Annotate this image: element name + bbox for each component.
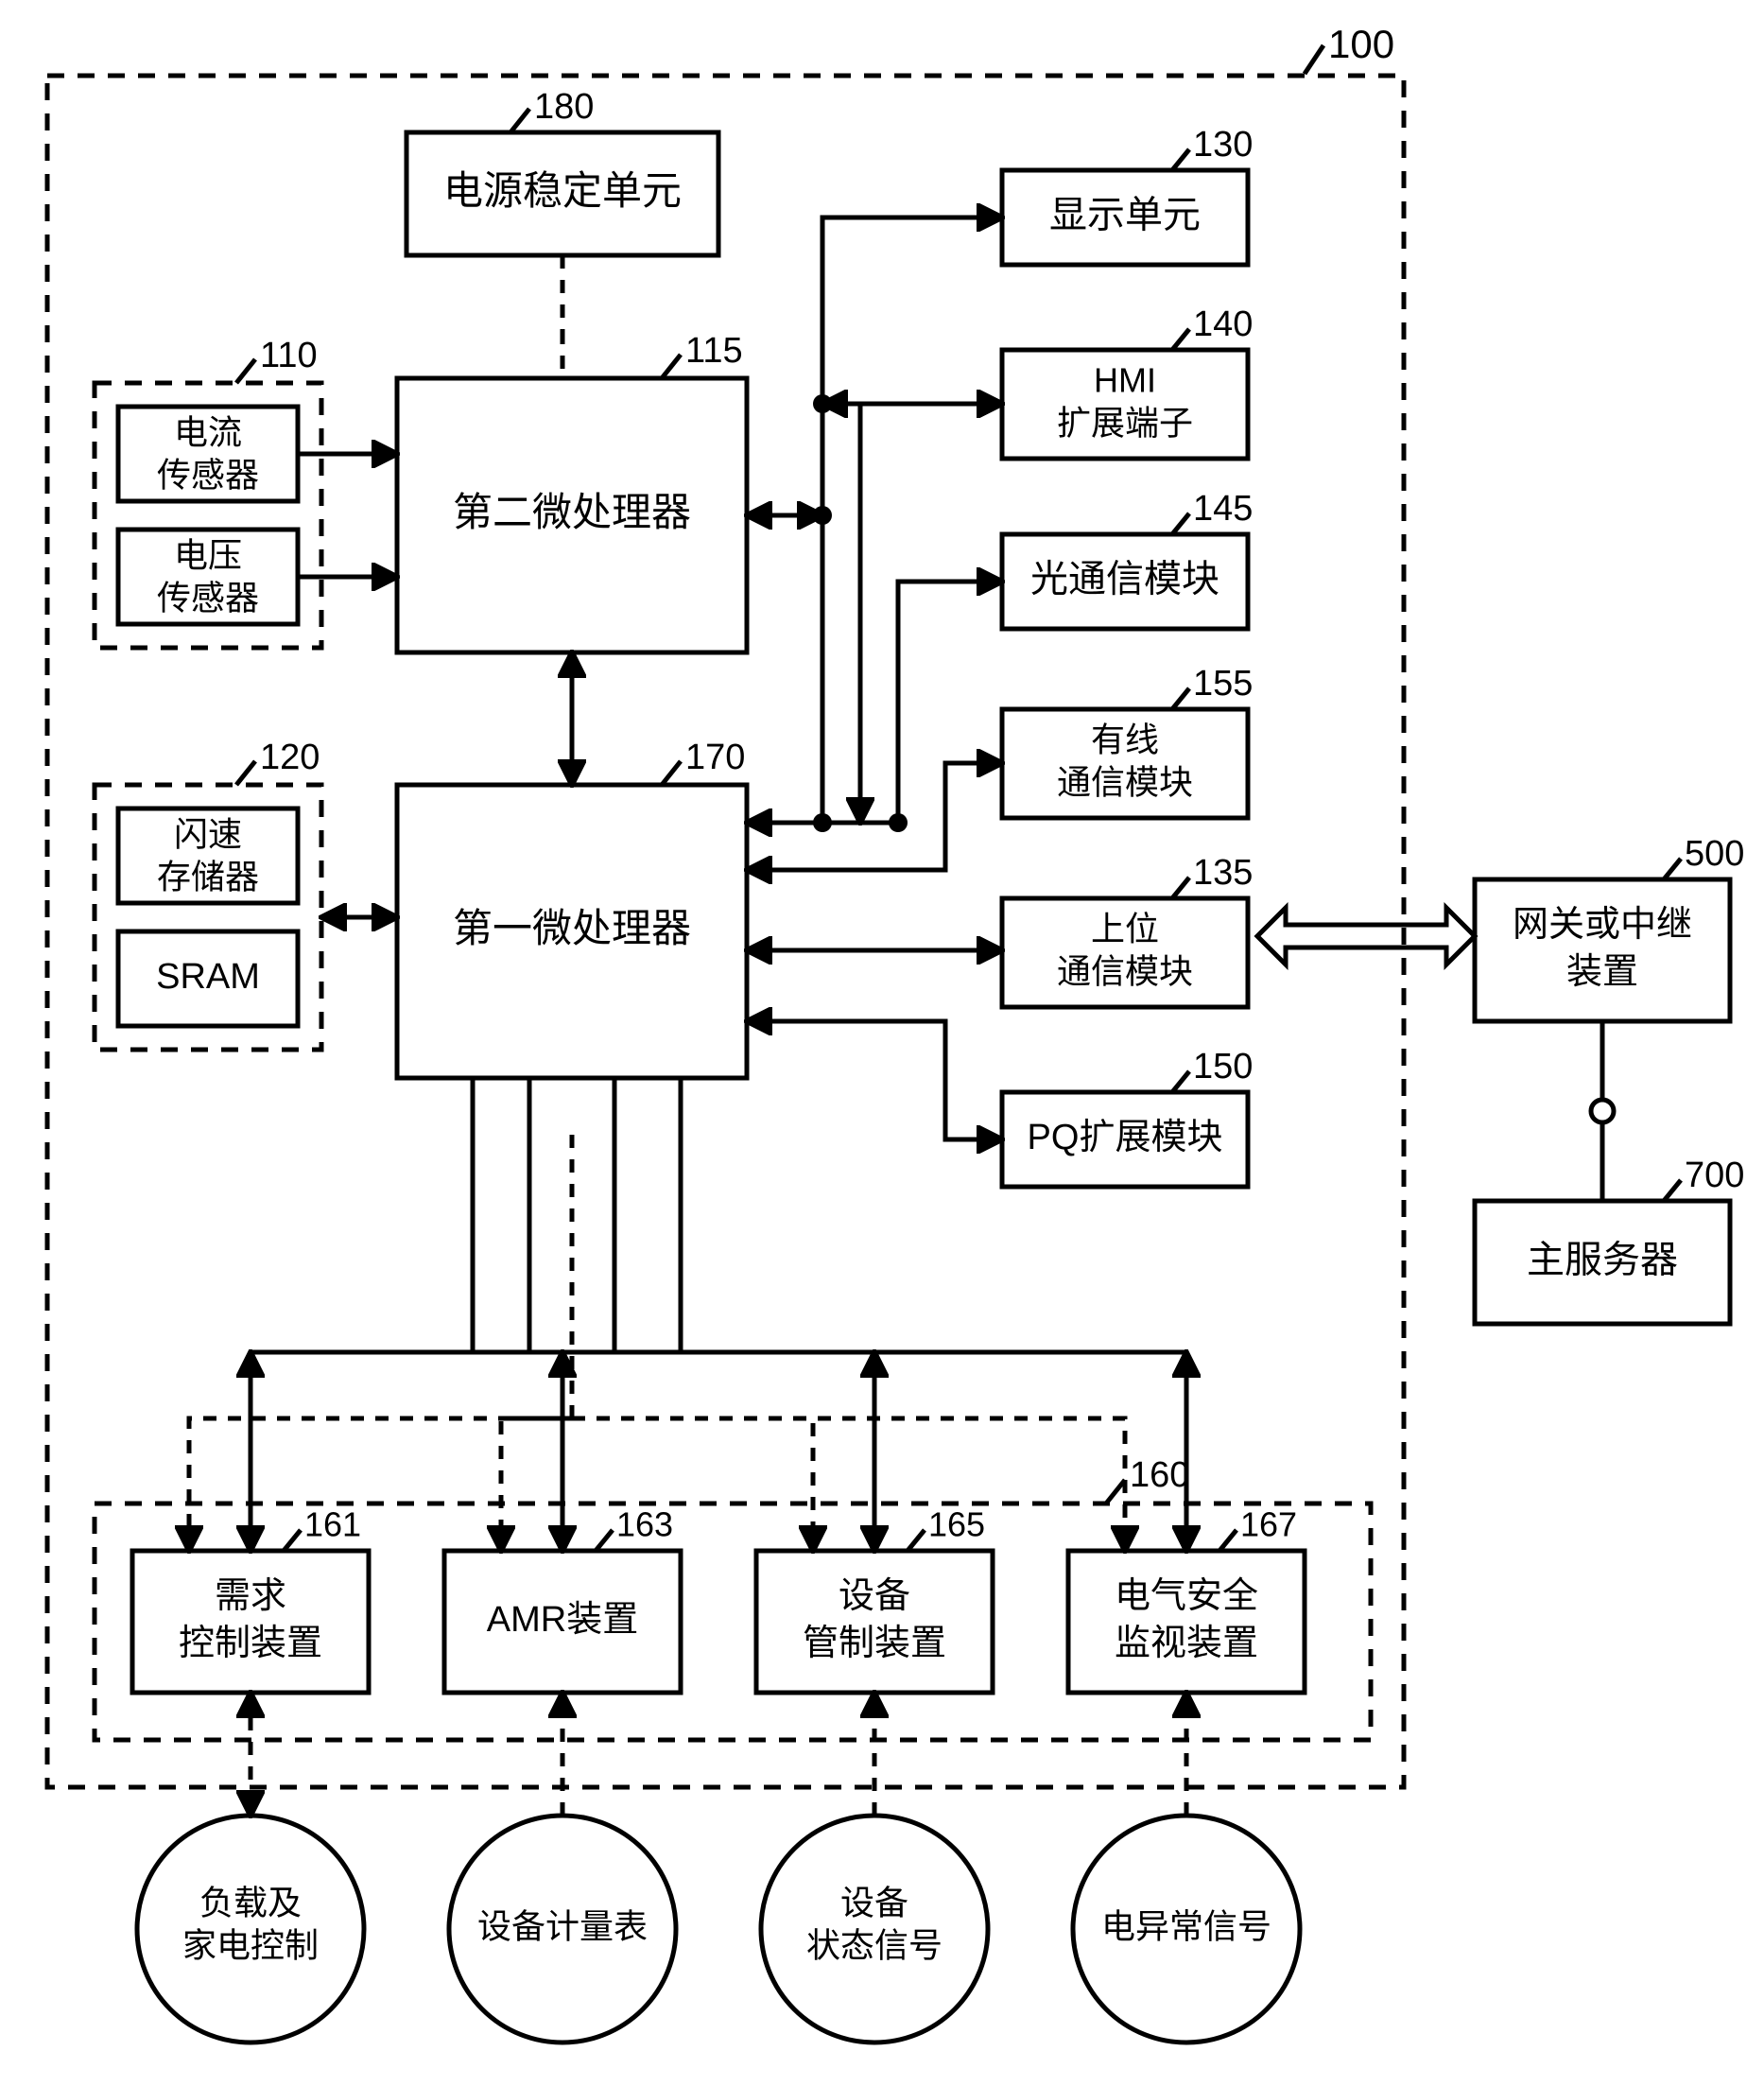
ref-120: 120 bbox=[260, 738, 320, 777]
node-130-label: 显示单元 bbox=[1049, 195, 1201, 236]
c165-l2: 状态信号 bbox=[806, 1926, 943, 1965]
node-165-l2: 管制装置 bbox=[803, 1624, 946, 1663]
node-500 bbox=[1475, 879, 1730, 1021]
block-diagram: 100 电源稳定单元 180 110 电流 传感器 电压 传感器 第二微处理器 … bbox=[0, 0, 1764, 2086]
node-110b-l2: 传感器 bbox=[157, 579, 259, 617]
ref-110: 110 bbox=[260, 336, 318, 375]
node-115-label: 第二微处理器 bbox=[453, 490, 691, 534]
node-150-label: PQ扩展模块 bbox=[1028, 1118, 1223, 1157]
node-110a-l1: 电流 bbox=[174, 413, 242, 452]
node-120b-l1: SRAM bbox=[156, 957, 260, 997]
dash-170-161 bbox=[189, 1135, 572, 1551]
node-110b-l1: 电压 bbox=[174, 536, 242, 575]
ref-100: 100 bbox=[1328, 22, 1394, 66]
hollow-double-arrow bbox=[1257, 908, 1475, 965]
node-167-l1: 电气安全 bbox=[1115, 1576, 1258, 1616]
c163-l1: 设备计量表 bbox=[477, 1907, 648, 1946]
node-120a-l1: 闪速 bbox=[174, 815, 242, 854]
node-161-l2: 控制装置 bbox=[179, 1624, 322, 1663]
ref-145: 145 bbox=[1193, 489, 1253, 529]
ref-150: 150 bbox=[1193, 1047, 1253, 1086]
line-to-140 bbox=[860, 404, 1002, 823]
ref-135: 135 bbox=[1193, 853, 1253, 893]
node-145-label: 光通信模块 bbox=[1030, 559, 1219, 600]
ref-700: 700 bbox=[1685, 1156, 1744, 1195]
line-155 bbox=[747, 763, 1002, 870]
node-161-l1: 需求 bbox=[215, 1576, 286, 1616]
ref-167: 167 bbox=[1240, 1505, 1297, 1544]
ref-155: 155 bbox=[1193, 664, 1253, 704]
ref-170: 170 bbox=[685, 738, 745, 777]
ref-115: 115 bbox=[685, 331, 743, 371]
node-163-l1: AMR装置 bbox=[487, 1600, 638, 1640]
node-155-l1: 有线 bbox=[1091, 721, 1159, 759]
node-135-l1: 上位 bbox=[1091, 910, 1159, 948]
node-167 bbox=[1068, 1551, 1305, 1693]
line-to-130 bbox=[822, 217, 1002, 515]
node-165 bbox=[756, 1551, 993, 1693]
ref-160: 160 bbox=[1130, 1455, 1189, 1495]
node-140-l1: HMI bbox=[1094, 361, 1156, 400]
node-135-l2: 通信模块 bbox=[1057, 952, 1193, 991]
node-700-l1: 主服务器 bbox=[1527, 1240, 1678, 1281]
dash-170-165 bbox=[572, 1418, 813, 1551]
ref-161: 161 bbox=[304, 1505, 361, 1544]
small-circle-connector bbox=[1591, 1100, 1614, 1122]
node-140-l2: 扩展端子 bbox=[1057, 404, 1193, 443]
node-170-label: 第一微处理器 bbox=[453, 906, 691, 950]
ref-180: 180 bbox=[534, 87, 594, 127]
line-150 bbox=[747, 1021, 1002, 1139]
node-155-l2: 通信模块 bbox=[1057, 763, 1193, 802]
c167-l1: 电异常信号 bbox=[1101, 1907, 1271, 1946]
c161-l1: 负载及 bbox=[199, 1884, 302, 1922]
node-120a-l2: 存储器 bbox=[157, 858, 259, 896]
node-500-l1: 网关或中继 bbox=[1513, 905, 1692, 945]
ref-500: 500 bbox=[1685, 834, 1744, 874]
node-500-l2: 装置 bbox=[1566, 952, 1638, 992]
node-110a-l2: 传感器 bbox=[157, 456, 259, 495]
node-180-label: 电源稳定单元 bbox=[443, 168, 682, 213]
ref-165: 165 bbox=[928, 1505, 985, 1544]
ref-163: 163 bbox=[616, 1505, 673, 1544]
line-145 bbox=[898, 582, 1002, 823]
node-165-l1: 设备 bbox=[839, 1576, 910, 1616]
node-167-l2: 监视装置 bbox=[1115, 1624, 1258, 1663]
c161-l2: 家电控制 bbox=[182, 1926, 319, 1965]
ref-140: 140 bbox=[1193, 304, 1253, 344]
ref-130: 130 bbox=[1193, 125, 1253, 165]
c165-l1: 设备 bbox=[840, 1884, 908, 1922]
node-161 bbox=[132, 1551, 369, 1693]
